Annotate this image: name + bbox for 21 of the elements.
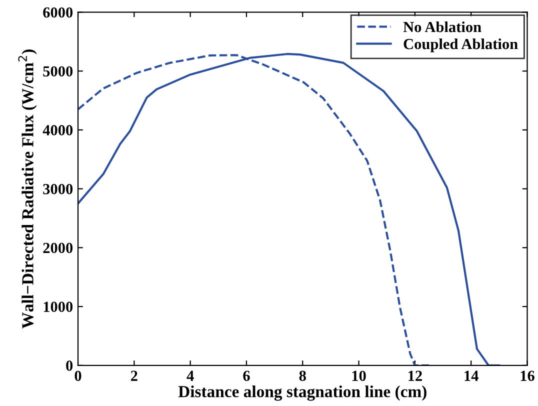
legend-label: No Ablation — [403, 21, 482, 32]
y-tick-label: 0 — [66, 360, 73, 371]
y-tick-label: 1000 — [44, 302, 73, 312]
x-tick-label: 0 — [74, 370, 82, 382]
x-tick-label: 16 — [520, 370, 534, 382]
x-tick-label: 14 — [464, 370, 478, 381]
y-tick-label: 2000 — [43, 242, 73, 254]
x-tick-label: 4 — [186, 370, 194, 381]
x-axis-title: Distance along stagnation line (cm) — [178, 386, 426, 401]
x-tick-label: 12 — [408, 370, 422, 381]
x-tick-label: 2 — [130, 370, 138, 381]
x-tick-label: 8 — [299, 370, 306, 382]
line-series — [78, 52, 500, 366]
y-tick-label: 4000 — [42, 125, 73, 136]
x-tick-label: 6 — [243, 370, 250, 382]
x-tick-label: 10 — [352, 370, 366, 382]
y-axis-title: Wall−Directed Radiative Flux (W/cm$^{2}$) — [18, 50, 37, 329]
y-tick-label: 5000 — [43, 66, 73, 76]
y-tick-label: 6000 — [43, 7, 73, 18]
y-tick-label: 3000 — [43, 184, 73, 194]
legend-label: Coupled Ablation — [404, 38, 518, 52]
